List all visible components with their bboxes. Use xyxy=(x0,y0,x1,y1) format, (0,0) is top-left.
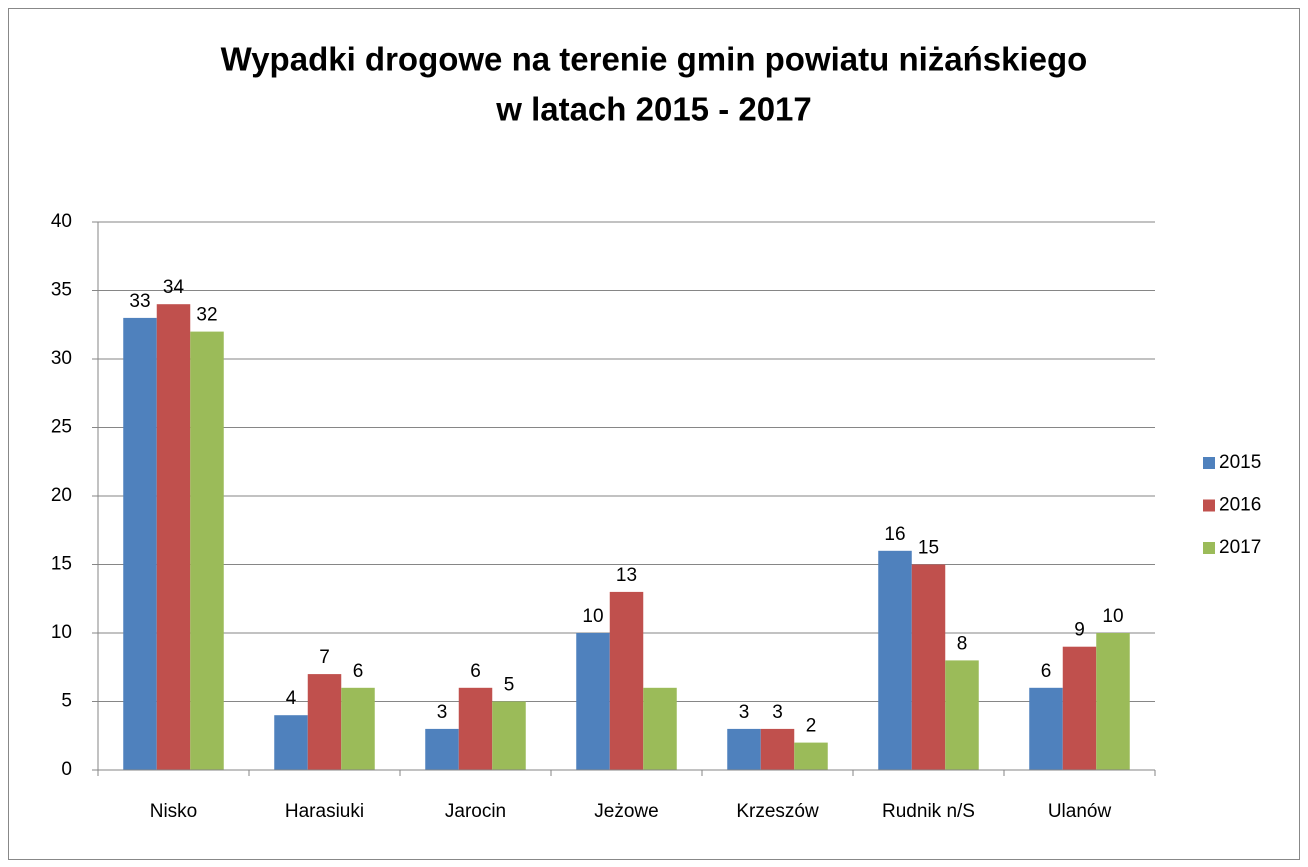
data-label: 4 xyxy=(286,688,297,709)
bar xyxy=(760,728,795,770)
x-tick-label: Harasiuki xyxy=(285,801,364,822)
bar xyxy=(794,742,828,770)
bar xyxy=(190,331,224,770)
chart-title: Wypadki drogowe na terenie gmin powiatu … xyxy=(221,41,1088,78)
bar xyxy=(878,550,912,770)
bar xyxy=(1029,687,1063,770)
legend-label: 2017 xyxy=(1219,537,1261,558)
chart-title: w latach 2015 - 2017 xyxy=(495,91,812,128)
y-tick-label: 35 xyxy=(51,280,72,301)
data-label: 6 xyxy=(470,661,481,682)
y-tick-label: 20 xyxy=(51,485,72,506)
data-label: 13 xyxy=(616,565,637,586)
x-tick-label: Jeżowe xyxy=(594,801,658,822)
x-tick-label: Krzeszów xyxy=(736,801,819,822)
data-label: 7 xyxy=(319,647,330,668)
data-label: 6 xyxy=(353,661,364,682)
y-tick-label: 40 xyxy=(51,211,72,232)
legend-label: 2015 xyxy=(1219,452,1261,473)
x-tick-label: Rudnik n/S xyxy=(882,801,975,822)
data-label: 34 xyxy=(163,277,185,298)
bar xyxy=(123,317,157,770)
y-tick-label: 15 xyxy=(51,554,72,575)
bar xyxy=(307,674,342,770)
data-label: 32 xyxy=(196,305,217,326)
legend-swatch xyxy=(1203,542,1215,554)
x-tick-label: Jarocin xyxy=(445,801,506,822)
bar xyxy=(609,591,644,770)
bar xyxy=(576,633,610,770)
legend-label: 2016 xyxy=(1219,495,1261,516)
bar xyxy=(458,687,493,770)
x-tick-label: Ulanów xyxy=(1048,801,1112,822)
data-label: 3 xyxy=(437,702,448,723)
bar xyxy=(727,728,761,770)
bar xyxy=(425,728,459,770)
bar xyxy=(945,660,979,770)
data-label: 2 xyxy=(806,716,817,737)
bar xyxy=(1062,646,1097,770)
bar xyxy=(156,304,191,770)
bar xyxy=(911,564,946,770)
data-label: 8 xyxy=(957,633,968,654)
y-tick-label: 0 xyxy=(61,759,72,780)
data-label: 16 xyxy=(884,524,905,545)
data-label: 6 xyxy=(1041,661,1052,682)
legend-swatch xyxy=(1203,499,1215,512)
data-label: 15 xyxy=(918,538,939,559)
x-tick-label: Nisko xyxy=(150,801,198,822)
y-tick-label: 30 xyxy=(51,348,72,369)
bar xyxy=(492,701,526,770)
data-label: 10 xyxy=(582,606,603,627)
y-tick-label: 5 xyxy=(61,691,72,712)
bar xyxy=(341,687,375,770)
bar xyxy=(643,687,677,770)
bar xyxy=(274,715,308,770)
data-label: 3 xyxy=(739,702,750,723)
data-label: 33 xyxy=(129,291,150,312)
bar xyxy=(1096,633,1130,770)
data-label: 5 xyxy=(504,675,515,696)
legend-swatch xyxy=(1203,457,1215,469)
data-label: 10 xyxy=(1102,606,1123,627)
data-label: 9 xyxy=(1074,620,1085,641)
y-tick-label: 25 xyxy=(51,417,72,438)
data-label: 3 xyxy=(772,702,783,723)
y-tick-label: 10 xyxy=(51,622,72,643)
